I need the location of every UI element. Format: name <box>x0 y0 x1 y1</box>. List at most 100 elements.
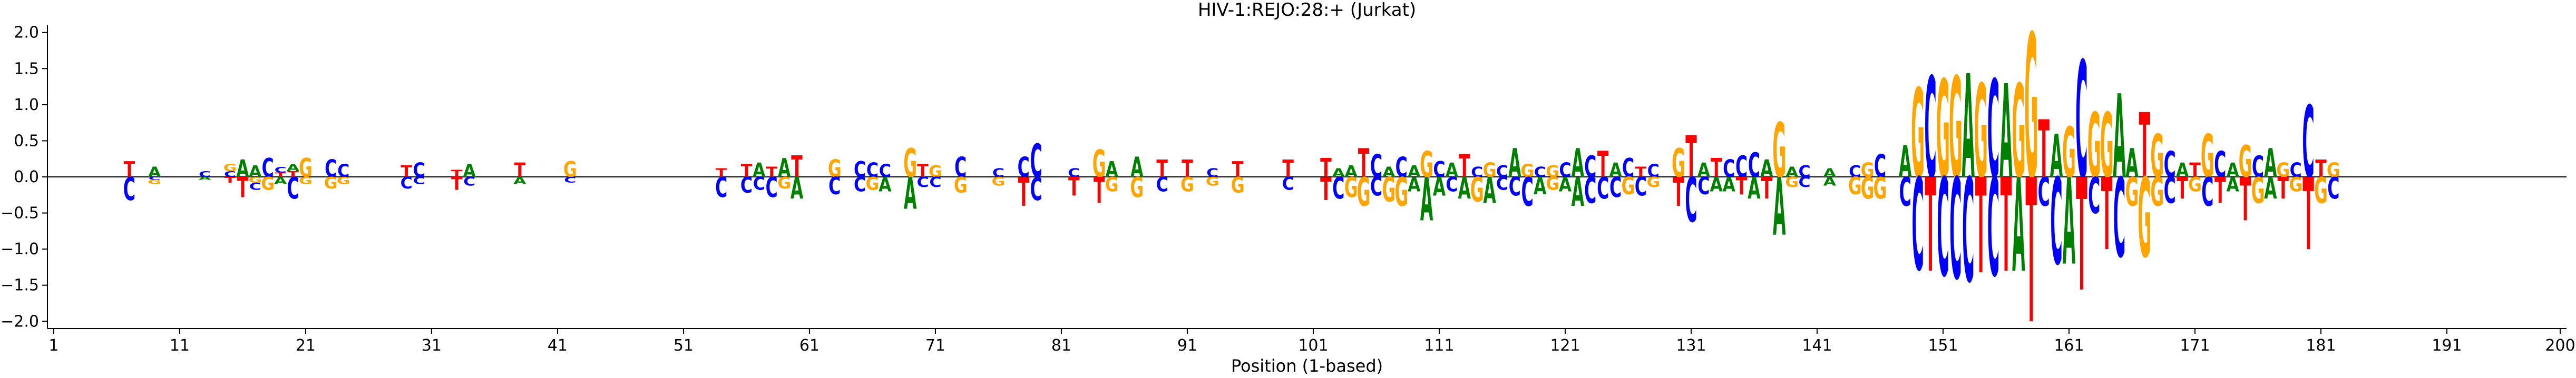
logo-letter-t: T <box>1736 173 1748 200</box>
logo-letter-c: C <box>2327 171 2339 205</box>
logo-letter-a: A <box>1962 45 1975 211</box>
logo-letter-g: G <box>299 175 313 187</box>
logo-letter-c: C <box>854 174 866 196</box>
logo-letter-g: G <box>1394 170 1408 215</box>
logo-letter-g: G <box>1344 172 1358 204</box>
logo-letter-a: A <box>1420 165 1433 234</box>
logo-letter-c: C <box>740 173 753 198</box>
logo-letter-a: A <box>1559 174 1572 196</box>
logo-letter-g: G <box>828 155 842 183</box>
logo-letter-t: T <box>514 159 525 182</box>
logo-letter-c: C <box>337 161 349 181</box>
logo-letter-t: T <box>2101 157 2113 273</box>
logo-letter-a: A <box>2226 159 2239 182</box>
logo-letter-c: C <box>1987 52 1999 209</box>
logo-letter-g: G <box>2314 171 2328 212</box>
logo-letter-a: A <box>1458 171 1471 205</box>
logo-letter-g: G <box>148 178 161 185</box>
logo-letter-a: A <box>1382 164 1396 181</box>
logo-letter-g: G <box>1949 49 1963 210</box>
logo-letter-a: A <box>1999 58 2012 208</box>
logo-letter-g: G <box>2024 0 2038 224</box>
logo-letter-c: C <box>2164 144 2176 185</box>
logo-letter-g: G <box>1420 144 1433 185</box>
logo-letter-t: T <box>1232 157 1244 182</box>
logo-letter-t: T <box>225 175 236 185</box>
logo-letter-c: C <box>249 181 261 193</box>
logo-letter-c: C <box>992 166 1004 180</box>
logo-letter-t: T <box>1156 155 1168 183</box>
x-tick-label: 191 <box>2432 336 2462 355</box>
logo-letter-a: A <box>1899 136 1912 187</box>
logo-letter-c: C <box>1798 174 1810 191</box>
logo-letter-c: C <box>325 155 337 183</box>
x-tick-label: 41 <box>548 336 568 355</box>
x-tick-label: 71 <box>925 336 945 355</box>
logo-letter-c: C <box>2075 29 2087 215</box>
logo-letter-g: G <box>1206 175 1219 188</box>
logo-letter-a: A <box>1823 175 1837 188</box>
logo-letter-a: A <box>791 171 804 205</box>
x-tick-label: 101 <box>1298 336 1328 355</box>
x-tick-label: 151 <box>1928 336 1958 355</box>
logo-letter-a: A <box>1722 174 1735 196</box>
x-tick-label: 21 <box>296 336 316 355</box>
logo-letter-g: G <box>248 175 262 185</box>
logo-letter-t: T <box>1711 153 1722 183</box>
logo-letter-c: C <box>1206 166 1218 180</box>
logo-letter-t: T <box>1068 172 1080 202</box>
logo-letter-g: G <box>954 173 968 198</box>
logo-letter-t: T <box>2076 147 2087 326</box>
x-tick-label: 51 <box>674 336 694 355</box>
logo-letter-c: C <box>1685 166 1697 237</box>
logo-letter-t: T <box>2277 171 2289 205</box>
logo-letter-c: C <box>1521 170 1534 215</box>
logo-letter-a: A <box>2113 70 2125 204</box>
logo-letter-c: C <box>854 157 866 182</box>
x-tick-label: 1 <box>48 336 58 355</box>
logo-letter-c: C <box>1496 174 1508 194</box>
logo-letter-t: T <box>791 150 803 184</box>
logo-letter-t: T <box>1597 144 1609 185</box>
x-axis-title: Position (1-based) <box>1231 356 1383 376</box>
logo-letter-a: A <box>2012 152 2025 302</box>
logo-letter-a: A <box>1697 159 1711 182</box>
logo-letter-c: C <box>2113 155 2125 282</box>
logo-letter-g: G <box>2276 159 2290 182</box>
y-axis: −2.0 −1.5 −1.0 −0.5 0.0 0.5 1.0 1.5 2.0 <box>1 24 48 331</box>
logo-letter-a: A <box>249 163 262 181</box>
logo-letter-g: G <box>1785 174 1799 191</box>
logo-letter-t: T <box>2139 94 2151 198</box>
logo-letter-t: T <box>275 172 287 178</box>
logo-letter-g: G <box>1974 58 1988 208</box>
logo-letter-t: T <box>1018 170 1029 215</box>
logo-letter-c: C <box>1471 164 1483 181</box>
logo-letter-g: G <box>1546 163 1559 181</box>
logo-letter-c: C <box>1987 150 1999 307</box>
logo-letter-t: T <box>1673 170 1684 215</box>
logo-letter-g: G <box>2125 170 2139 215</box>
logo-letter-a: A <box>1785 164 1799 181</box>
logo-letter-t: T <box>917 161 929 181</box>
logo-letter-g: G <box>299 153 313 183</box>
logo-letter-g: G <box>1520 161 1534 181</box>
logo-letter-c: C <box>1798 163 1810 181</box>
chart-title: HIV-1:REJO:28:+ (Jurkat) <box>1198 0 1416 21</box>
logo-letter-a: A <box>879 174 892 196</box>
y-tick-label: −1.0 <box>1 240 39 258</box>
logo-letter-a: A <box>1748 171 1761 205</box>
logo-letter-t: T <box>2240 165 2251 234</box>
logo-letter-g: G <box>1546 174 1559 194</box>
logo-letter-c: C <box>929 174 941 191</box>
logo-letter-a: A <box>148 164 161 181</box>
logo-letter-c: C <box>753 174 765 194</box>
logo-letter-a: A <box>2063 154 2075 292</box>
logo-letter-t: T <box>2214 171 2226 212</box>
y-tick-label: 1.0 <box>14 96 39 114</box>
logo-letter-a: A <box>1508 141 1521 186</box>
logo-letter-t: T <box>1282 155 1294 183</box>
logo-letter-c: C <box>1282 174 1294 194</box>
logo-letter-g: G <box>1861 159 1875 182</box>
logo-letter-c: C <box>275 165 287 175</box>
logo-letter-g: G <box>1483 159 1497 182</box>
